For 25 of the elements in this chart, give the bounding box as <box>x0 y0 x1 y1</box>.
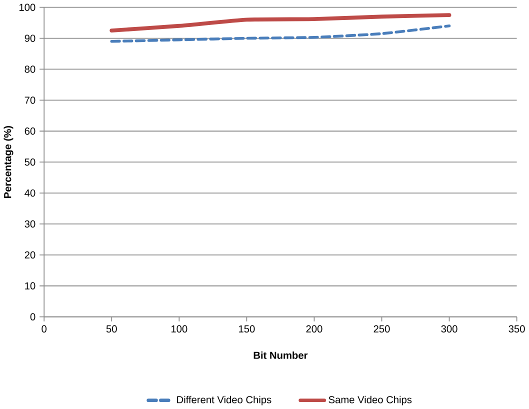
y-tick-label: 100 <box>19 4 36 11</box>
y-tick-label: 10 <box>25 282 36 290</box>
y-tick-label: 50 <box>24 158 36 166</box>
y-tick-label: 90 <box>24 34 36 42</box>
y-tick-label: 60 <box>24 127 36 135</box>
y-tick-label: 80 <box>24 65 36 73</box>
x-tick-label: 200 <box>306 325 322 332</box>
x-tick-label: 250 <box>374 325 390 332</box>
y-axis-title: Percentage (%) <box>4 126 14 198</box>
x-tick-label: 350 <box>508 325 525 332</box>
y-tick-label: 70 <box>24 96 36 104</box>
x-tick-label: 0 <box>42 325 47 332</box>
y-tick-label: 30 <box>24 220 36 228</box>
y-tick-label: 0 <box>30 313 36 320</box>
y-tick-label: 40 <box>24 189 36 196</box>
legend-label: Different Video Chips <box>177 396 272 406</box>
x-axis-title: Bit Number <box>254 351 308 359</box>
x-tick-label: 300 <box>441 325 458 332</box>
x-tick-label: 50 <box>106 325 117 332</box>
y-tick-label: 20 <box>24 251 36 258</box>
line-series <box>110 24 451 43</box>
x-tick-label: 150 <box>239 325 255 332</box>
legend-label: Same Video Chips <box>328 396 412 406</box>
line-series <box>110 12 452 32</box>
x-tick-label: 100 <box>171 325 188 332</box>
